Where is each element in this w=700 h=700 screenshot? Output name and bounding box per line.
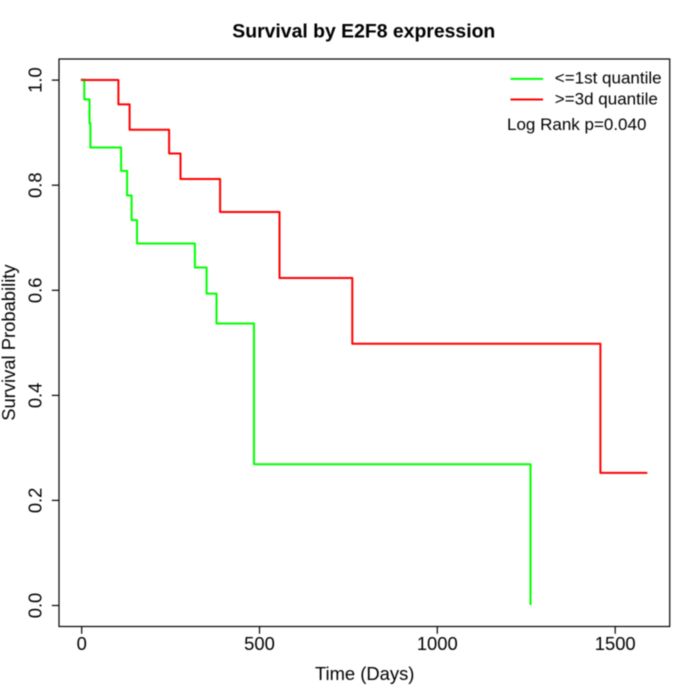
svg-text:1500: 1500 (595, 633, 636, 654)
svg-text:0.6: 0.6 (25, 278, 46, 304)
svg-text:500: 500 (244, 633, 275, 654)
svg-text:Survival by E2F8 expression: Survival by E2F8 expression (232, 21, 495, 43)
svg-text:0.8: 0.8 (25, 172, 46, 198)
svg-text:0.4: 0.4 (25, 383, 46, 409)
svg-text:>=3d quantile: >=3d quantile (555, 89, 658, 108)
svg-text:Log Rank p=0.040: Log Rank p=0.040 (507, 115, 646, 134)
svg-text:<=1st quantile: <=1st quantile (555, 69, 662, 88)
svg-text:Time (Days): Time (Days) (315, 663, 414, 684)
svg-text:0.0: 0.0 (25, 593, 46, 619)
svg-text:Survival Probability: Survival Probability (0, 264, 19, 421)
svg-text:1.0: 1.0 (25, 67, 46, 93)
svg-text:0.2: 0.2 (25, 488, 46, 514)
svg-text:1000: 1000 (417, 633, 458, 654)
svg-text:0: 0 (77, 633, 87, 654)
